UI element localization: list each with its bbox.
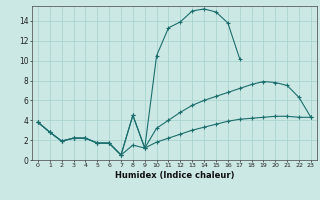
- X-axis label: Humidex (Indice chaleur): Humidex (Indice chaleur): [115, 171, 234, 180]
